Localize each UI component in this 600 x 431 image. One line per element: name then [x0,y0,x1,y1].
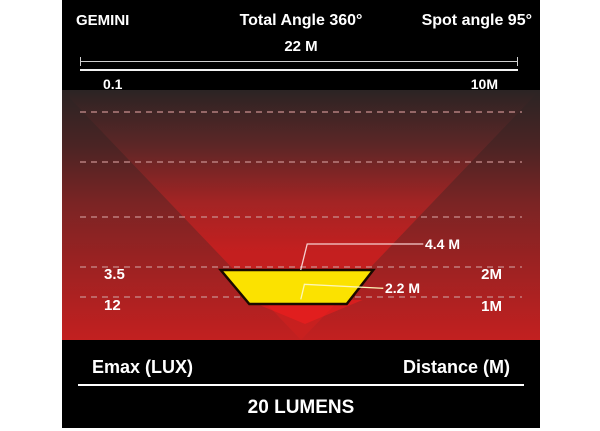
svg-text:12: 12 [104,297,121,314]
svg-text:1M: 1M [481,298,502,315]
svg-text:3.5: 3.5 [104,266,125,283]
svg-text:2.2 M: 2.2 M [385,280,420,296]
svg-text:2M: 2M [481,266,502,283]
svg-text:4.4 M: 4.4 M [425,236,460,252]
